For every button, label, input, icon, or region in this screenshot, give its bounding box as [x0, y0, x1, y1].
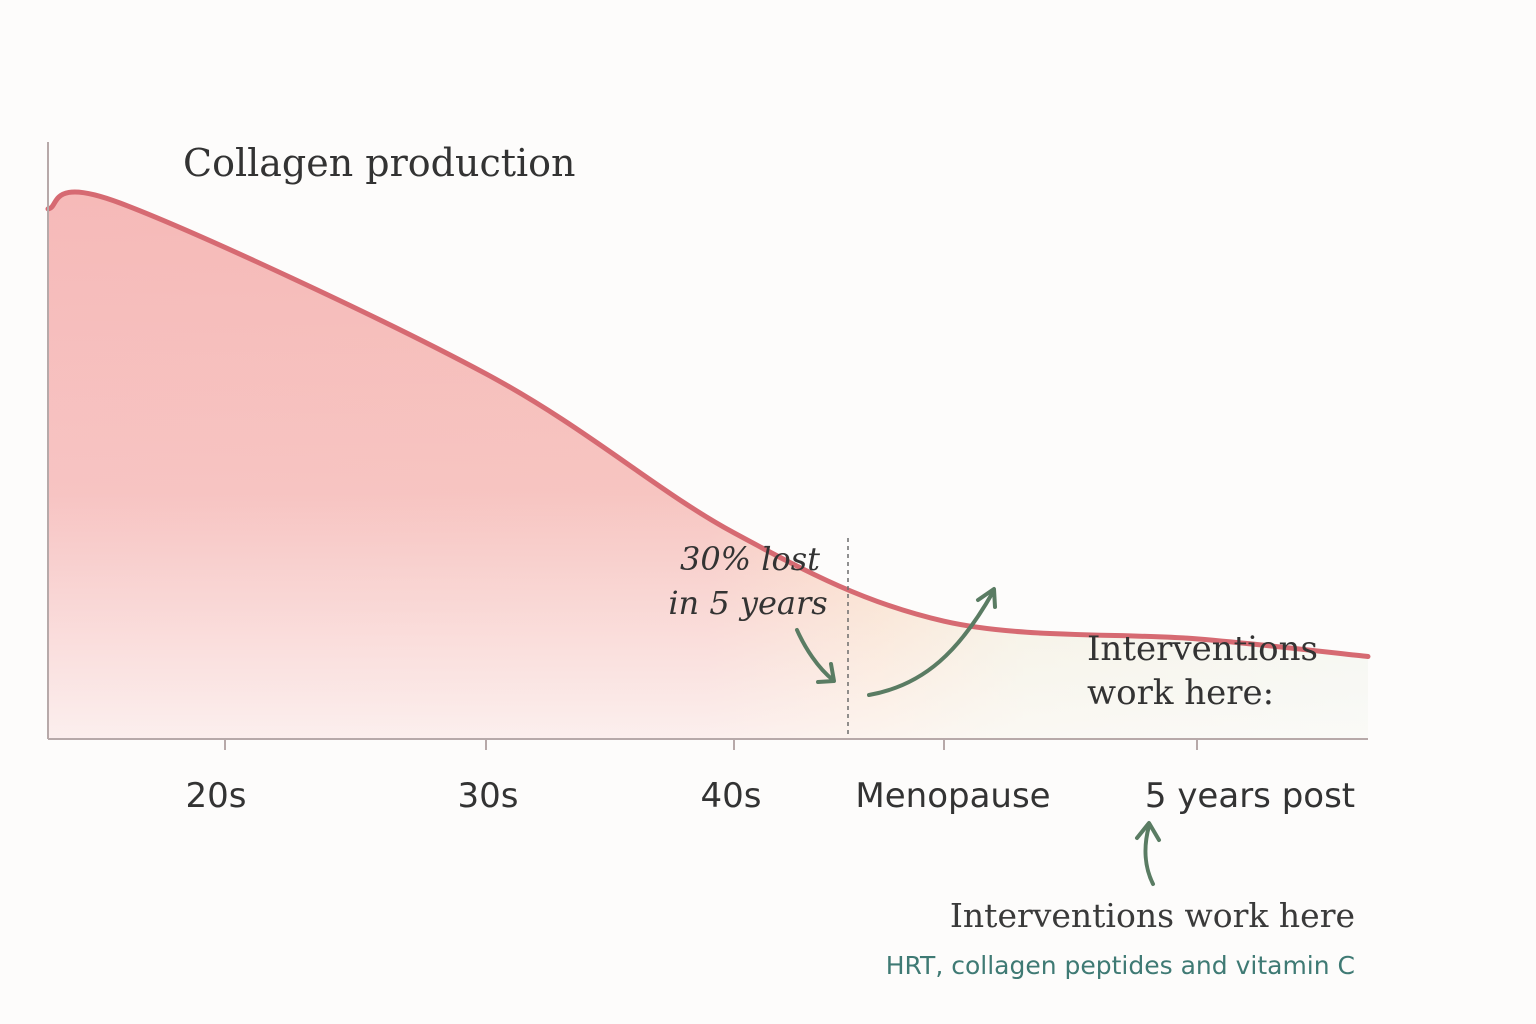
x-axis-ticks: [224, 739, 1198, 750]
loss-annotation-line1: 30% lost: [680, 540, 820, 578]
interventions-annotation-line2: work here:: [1087, 673, 1274, 713]
footnote-detail: HRT, collagen peptides and vitamin C: [885, 951, 1355, 980]
loss-annotation-line2: in 5 years: [668, 584, 827, 622]
footnote-up-arrow-icon: [1143, 824, 1155, 886]
x-tick-label: 20s: [186, 776, 247, 816]
up-arrow-icon: [867, 590, 995, 697]
interventions-annotation-line1: Interventions: [1087, 629, 1318, 669]
down-arrow-icon: [795, 628, 835, 682]
x-tick-label: 5 years post: [1145, 776, 1355, 816]
x-tick-label: 30s: [458, 776, 519, 816]
up-arrow-head-icon: [976, 587, 997, 609]
x-tick-label: 40s: [701, 776, 762, 816]
footnote-up-arrow-head-icon: [1135, 821, 1161, 842]
down-arrow-head-icon: [816, 662, 836, 684]
chart-title: Collagen production: [183, 141, 576, 185]
collagen-curve-line: [45, 189, 1371, 660]
collagen-area-fade: [48, 191, 1368, 740]
footnote-title: Interventions work here: [949, 896, 1355, 935]
x-axis-tick-labels: 20s 30s 40s Menopause 5 years post: [186, 776, 1356, 816]
x-tick-label: Menopause: [855, 776, 1050, 816]
